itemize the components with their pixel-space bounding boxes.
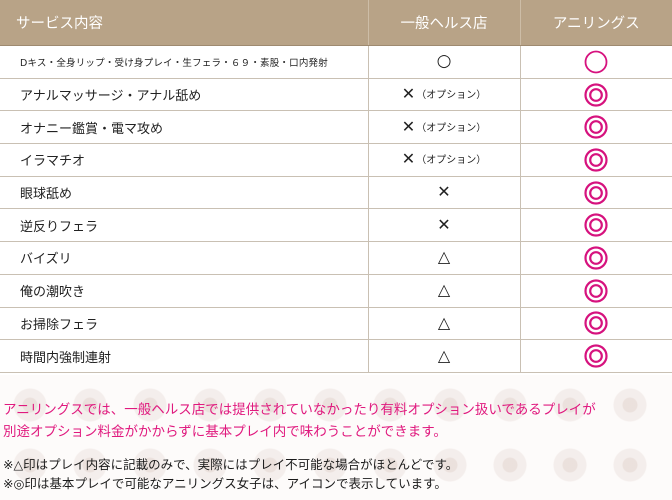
triangle-mark-icon: △ bbox=[437, 280, 451, 300]
cross-mark-icon: ✕ bbox=[401, 116, 416, 136]
aniring-cell bbox=[520, 78, 672, 112]
header-service: サービス内容 bbox=[0, 0, 369, 46]
service-name: イラマチオ bbox=[0, 143, 369, 177]
option-note: （オプション） bbox=[416, 122, 487, 134]
highlight-note-line: 別途オプション料金がかからずに基本プレイ内で味わうことができます。 bbox=[3, 424, 447, 440]
highlight-note-line: アニリングスでは、一般ヘルス店では提供されていなかったり有料オプション扱いである… bbox=[3, 402, 596, 418]
service-name: お掃除フェラ bbox=[0, 307, 369, 341]
table-body: Dキス・全身リップ・受け身プレイ・生フェラ・６９・素股・口内発射 ○ アナルマッサー… bbox=[0, 45, 672, 373]
triangle-mark-icon: △ bbox=[437, 312, 451, 332]
health-store-cell: △ bbox=[368, 241, 521, 275]
health-store-cell: ✕（オプション） bbox=[368, 143, 521, 177]
comparison-table: サービス内容 一般ヘルス店 アニリングス Dキス・全身リップ・受け身プレイ・生フ… bbox=[0, 0, 672, 373]
double-circle-icon bbox=[584, 148, 608, 172]
notes-section: アニリングスでは、一般ヘルス店では提供されていなかったり有料オプション扱いである… bbox=[0, 375, 672, 500]
table-row: 俺の潮吹き △ bbox=[0, 274, 672, 308]
aniring-cell bbox=[520, 176, 672, 210]
highlight-note: アニリングスでは、一般ヘルス店では提供されていなかったり有料オプション扱いである… bbox=[3, 399, 596, 443]
health-store-cell: △ bbox=[368, 307, 521, 341]
service-name: 時間内強制連射 bbox=[0, 339, 369, 373]
aniring-cell bbox=[520, 307, 672, 341]
table-row: オナニー鑑賞・電マ攻め ✕（オプション） bbox=[0, 110, 672, 145]
service-name: 眼球舐め bbox=[0, 176, 369, 210]
table-row: 逆反りフェラ ✕ bbox=[0, 208, 672, 243]
double-circle-icon bbox=[584, 115, 608, 139]
double-circle-icon bbox=[584, 279, 608, 303]
aniring-cell bbox=[520, 45, 672, 79]
service-name: 俺の潮吹き bbox=[0, 274, 369, 308]
table-row: 眼球舐め ✕ bbox=[0, 176, 672, 210]
service-name: 逆反りフェラ bbox=[0, 208, 369, 243]
triangle-mark-icon: △ bbox=[437, 345, 451, 365]
table-row: アナルマッサージ・アナル舐め ✕（オプション） bbox=[0, 78, 672, 112]
option-note: （オプション） bbox=[416, 90, 487, 102]
double-circle-icon bbox=[584, 311, 608, 335]
health-store-cell: ✕ bbox=[368, 176, 521, 210]
triangle-mark-icon: △ bbox=[437, 247, 451, 267]
aniring-cell bbox=[520, 208, 672, 243]
option-note: （オプション） bbox=[416, 155, 487, 167]
aniring-cell bbox=[520, 339, 672, 373]
footnote-double-circle: ※◎印は基本プレイで可能なアニリングス女子は、アイコンで表示しています。 bbox=[3, 476, 447, 491]
footnote-triangle: ※△印はプレイ内容に記載のみで、実際にはプレイ不可能な場合がほとんどです。 bbox=[3, 457, 459, 472]
service-name: オナニー鑑賞・電マ攻め bbox=[0, 110, 369, 145]
aniring-cell bbox=[520, 110, 672, 145]
footnotes: ※△印はプレイ内容に記載のみで、実際にはプレイ不可能な場合がほとんどです。 ※◎… bbox=[3, 455, 458, 493]
health-store-cell: △ bbox=[368, 274, 521, 308]
table-row: Dキス・全身リップ・受け身プレイ・生フェラ・６９・素股・口内発射 ○ bbox=[0, 45, 672, 79]
aniring-cell bbox=[520, 143, 672, 177]
service-name: バイズリ bbox=[0, 241, 369, 275]
health-store-cell: ✕（オプション） bbox=[368, 78, 521, 112]
double-circle-icon bbox=[584, 246, 608, 270]
service-name: Dキス・全身リップ・受け身プレイ・生フェラ・６９・素股・口内発射 bbox=[0, 45, 369, 79]
health-store-cell: ✕（オプション） bbox=[368, 110, 521, 145]
table-row: お掃除フェラ △ bbox=[0, 307, 672, 341]
circle-mark-icon: ○ bbox=[436, 51, 452, 72]
service-name: アナルマッサージ・アナル舐め bbox=[0, 78, 369, 112]
health-store-cell: ✕ bbox=[368, 208, 521, 243]
cross-mark-icon: ✕ bbox=[401, 149, 416, 169]
aniring-cell bbox=[520, 274, 672, 308]
table-row: イラマチオ ✕（オプション） bbox=[0, 143, 672, 177]
header-aniring: アニリングス bbox=[520, 0, 672, 46]
aniring-cell bbox=[520, 241, 672, 275]
cross-mark-icon: ✕ bbox=[437, 214, 451, 234]
table-row: バイズリ △ bbox=[0, 241, 672, 275]
double-circle-icon bbox=[584, 180, 608, 205]
health-store-cell: △ bbox=[368, 339, 521, 373]
cross-mark-icon: ✕ bbox=[401, 84, 416, 104]
circle-icon bbox=[584, 50, 608, 74]
double-circle-icon bbox=[584, 82, 608, 107]
header-health-store: 一般ヘルス店 bbox=[368, 0, 521, 46]
double-circle-icon bbox=[584, 213, 608, 237]
cross-mark-icon: ✕ bbox=[437, 182, 451, 202]
table-header-row: サービス内容 一般ヘルス店 アニリングス bbox=[0, 0, 672, 46]
health-store-cell: ○ bbox=[368, 45, 521, 79]
double-circle-icon bbox=[584, 344, 608, 368]
table-row: 時間内強制連射 △ bbox=[0, 339, 672, 373]
